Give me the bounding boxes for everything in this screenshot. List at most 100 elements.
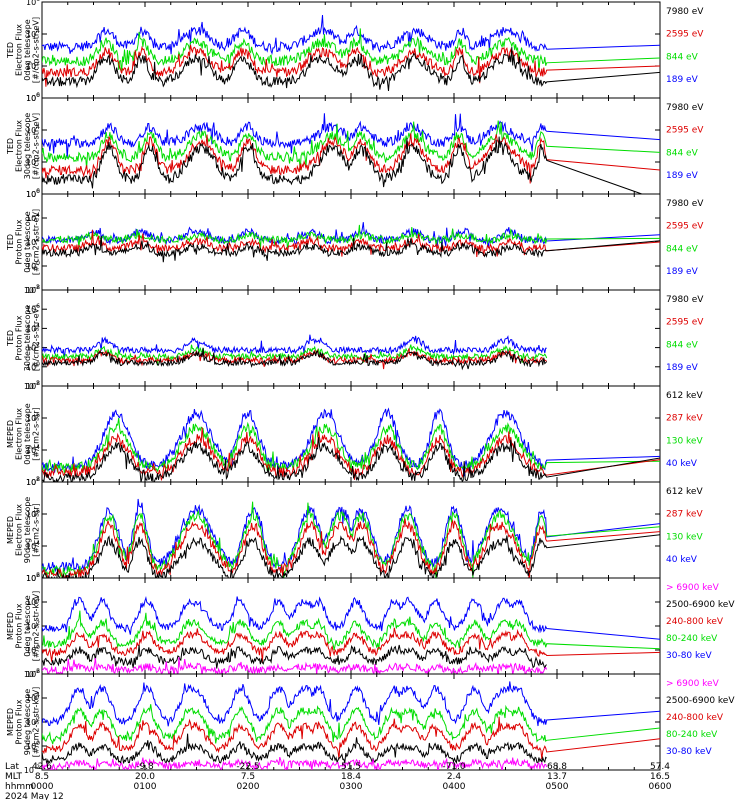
- y-tick-label: 102: [26, 342, 40, 353]
- panels: 100 102 104 106 TEDElectron Flux0deg telesco…: [6, 0, 735, 775]
- legend-entry: 612 keV: [666, 487, 703, 497]
- y-tick-label: 106: [26, 92, 40, 103]
- y-tick-label: 106: [26, 668, 40, 679]
- footer-mlt-value: 16.5: [650, 772, 670, 782]
- footer-lat-value: 57.4: [650, 762, 670, 772]
- footer-lat-value: 51.5: [341, 762, 361, 772]
- footer-label-date: 2024 May 12: [5, 792, 64, 800]
- footer-hhmm-value: 0300: [340, 782, 363, 792]
- legend-entry: 2500-6900 keV: [666, 600, 735, 610]
- legend-entry: 189 eV: [666, 75, 699, 85]
- y-tick-label: 104: [26, 28, 40, 39]
- series-line: [42, 644, 547, 671]
- panel-7: 10-2 100 102 104 106 MEPEDProton Flux0deg tel…: [6, 572, 735, 679]
- y-tick-label: 106: [26, 412, 40, 423]
- series-traces: [42, 498, 660, 578]
- y-tick-label: 108: [26, 284, 40, 295]
- y-axis-label: TEDProton Flux0deg telescope[#/cm2-s-str…: [6, 209, 41, 275]
- series-line: [42, 347, 548, 371]
- footer-mlt-value: 7.5: [241, 772, 255, 782]
- series-line: [42, 28, 660, 74]
- series-line: [42, 595, 660, 640]
- series-line: [42, 224, 660, 250]
- series-line: [42, 704, 660, 745]
- y-tick-label: 104: [26, 596, 40, 607]
- legend-entry: 130 keV: [666, 532, 703, 542]
- series-traces: [42, 681, 660, 770]
- panel-1: 100 102 104 106 TEDElectron Flux0deg telesco…: [6, 0, 704, 103]
- legend-entry: 844 eV: [666, 52, 699, 62]
- footer-mlt-value: 20.0: [135, 772, 155, 782]
- y-tick-label: 102: [26, 156, 40, 167]
- series-line: [42, 113, 660, 159]
- y-axis-label: TEDElectron Flux0deg telescope[#/cm2-s-s…: [6, 17, 41, 83]
- y-tick-label: 102: [26, 620, 40, 631]
- legend-entry: 2595 eV: [666, 30, 704, 40]
- series-line: [42, 334, 547, 361]
- y-axis-label: MEPEDElectron Flux90deg telescope[#/cm2-…: [6, 497, 41, 564]
- y-tick-label: 100: [26, 361, 40, 372]
- y-tick-label: 104: [26, 692, 40, 703]
- y-tick-label: 102: [26, 60, 40, 71]
- series-line: [42, 437, 660, 482]
- y-tick-label: 102: [26, 716, 40, 727]
- y-tick-label: 100: [26, 188, 40, 199]
- legend-entry: > 6900 keV: [666, 679, 720, 689]
- series-line: [42, 498, 660, 573]
- series-traces: [42, 222, 660, 263]
- series-line: [42, 716, 660, 760]
- footer-label-hhmm: hhmm: [5, 782, 34, 792]
- y-tick-label: 100: [26, 92, 40, 103]
- series-line: [42, 627, 660, 664]
- panel-8: 10-2 100 102 104 106 MEPEDProton Flux90deg te…: [6, 668, 735, 775]
- series-line: [42, 136, 644, 194]
- series-line: [42, 501, 660, 578]
- legend-entry: 240-800 keV: [666, 713, 724, 723]
- series-line: [42, 756, 548, 770]
- series-traces: [42, 113, 660, 194]
- series-traces: [42, 407, 660, 482]
- series-line: [42, 733, 548, 765]
- legend-entry: 2595 eV: [666, 318, 704, 328]
- y-tick-label: 100: [26, 644, 40, 655]
- series-line: [42, 344, 548, 366]
- legend-entry: 80-240 keV: [666, 634, 718, 644]
- y-tick-label: 10-2: [24, 764, 40, 775]
- legend-entry: 287 keV: [666, 510, 703, 520]
- series-line: [42, 348, 548, 370]
- footer-mlt-value: 13.7: [547, 772, 567, 782]
- footer-hhmm-value: 0600: [649, 782, 672, 792]
- legend-entry: 189 eV: [666, 171, 699, 181]
- footer-hhmm-value: 0100: [134, 782, 157, 792]
- panel-2: 100 102 104 106 TEDElectron Flux30deg telesc…: [6, 92, 704, 199]
- legend-entry: 7980 eV: [666, 199, 704, 209]
- series-line: [42, 656, 548, 674]
- footer-lat-value: 42.6: [32, 762, 52, 772]
- legend-entry: 612 keV: [666, 391, 703, 401]
- legend-entry: 7980 eV: [666, 103, 704, 113]
- y-tick-label: 106: [26, 508, 40, 519]
- legend-entry: 240-800 keV: [666, 617, 724, 627]
- legend-entry: 40 keV: [666, 459, 698, 469]
- footer-mlt-value: 18.4: [341, 772, 361, 782]
- y-axis-label: MEPEDProton Flux0deg telescope[#/cm2-s-s…: [6, 591, 41, 662]
- y-axis-label: TEDElectron Flux30deg telescope[#/cm2-s-…: [6, 113, 41, 180]
- y-tick-label: 100: [26, 260, 40, 271]
- footer-lat-value: -9.8: [136, 762, 154, 772]
- y-tick-label: 10-2: [24, 284, 40, 295]
- series-line: [42, 14, 660, 55]
- legend-entry: 7980 eV: [666, 295, 704, 305]
- footer-hhmm-value: 0200: [237, 782, 260, 792]
- panel-5: 102 104 106 108 MEPEDElectron Flux0deg teles…: [6, 380, 703, 487]
- legend-entry: 2595 eV: [666, 126, 704, 136]
- footer-mlt-value: 2.4: [447, 772, 462, 782]
- panel-3: 10-2 100 102 104 106 TEDProton Flux0deg teles…: [6, 188, 704, 295]
- footer-hhmm-value: 0400: [443, 782, 466, 792]
- y-tick-label: 104: [26, 212, 40, 223]
- legend-entry: 130 keV: [666, 436, 703, 446]
- legend-entry: 2595 eV: [666, 222, 704, 232]
- y-tick-label: 102: [26, 236, 40, 247]
- y-tick-label: 104: [26, 540, 40, 551]
